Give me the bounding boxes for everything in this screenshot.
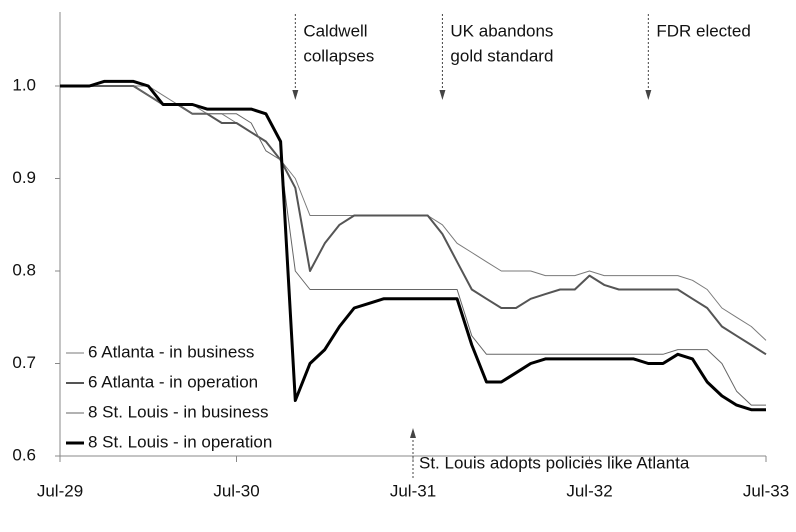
series-line <box>60 85 767 341</box>
x-tick-label: Jul-31 <box>390 481 436 500</box>
arrow-head <box>292 90 299 100</box>
y-tick-label: 0.8 <box>12 260 36 279</box>
legend-label: 8 St. Louis - in operation <box>88 432 272 451</box>
x-tick-label: Jul-29 <box>37 481 83 500</box>
x-tick-label: Jul-30 <box>213 481 259 500</box>
x-tick-label: Jul-33 <box>743 481 789 500</box>
arrow-head <box>410 428 416 438</box>
y-tick-label: 0.6 <box>12 445 36 464</box>
annotation-text: Caldwell <box>303 21 367 40</box>
y-tick-label: 0.7 <box>12 353 36 372</box>
annotation-text: St. Louis adopts policies like Atlanta <box>419 453 690 472</box>
x-tick-label: Jul-32 <box>566 481 612 500</box>
annotation-text: collapses <box>303 46 374 65</box>
legend-label: 8 St. Louis - in business <box>88 402 268 421</box>
legend-label: 6 Atlanta - in business <box>88 342 254 361</box>
y-tick-label: 0.9 <box>12 168 36 187</box>
arrow-head <box>645 90 652 100</box>
arrow-head <box>439 90 446 100</box>
annotation-text: UK abandons <box>450 21 553 40</box>
annotation-text: FDR elected <box>656 21 750 40</box>
series-line <box>60 79 766 412</box>
annotation-text: gold standard <box>450 46 553 65</box>
series-line <box>60 85 767 356</box>
y-tick-label: 1.0 <box>12 75 36 94</box>
legend-label: 6 Atlanta - in operation <box>88 372 258 391</box>
